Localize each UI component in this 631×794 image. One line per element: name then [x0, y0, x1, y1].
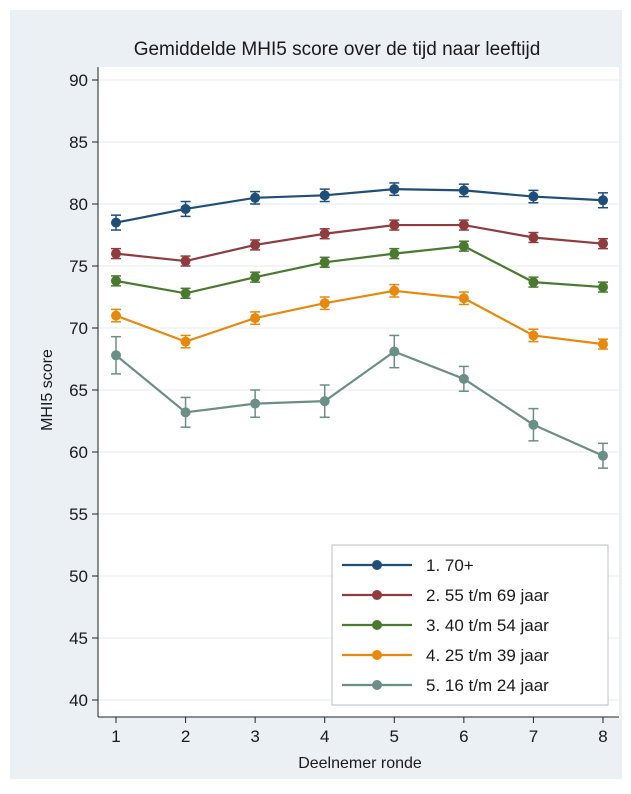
x-tick-label: 8: [598, 727, 607, 746]
legend-marker: [372, 650, 382, 660]
data-point: [458, 373, 469, 384]
series-3: [111, 240, 608, 299]
data-point: [111, 310, 121, 321]
y-tick-label: 80: [69, 195, 88, 214]
data-point: [180, 288, 191, 299]
data-point: [319, 298, 330, 309]
series-5: [111, 334, 608, 469]
x-tick-label: 2: [181, 727, 190, 746]
x-tick-label: 1: [111, 727, 120, 746]
data-point: [180, 203, 191, 214]
data-point: [250, 272, 261, 283]
legend-label: 2. 55 t/m 69 jaar: [426, 586, 549, 605]
data-point: [389, 220, 400, 231]
x-tick-label: 3: [250, 727, 259, 746]
y-tick-label: 85: [69, 133, 88, 152]
data-point: [111, 248, 121, 259]
legend-marker: [372, 590, 382, 600]
y-axis: 40 45 50 55 60 65 70 75 80 85 90: [69, 67, 99, 717]
x-tick-label: 6: [459, 727, 468, 746]
data-point: [458, 293, 469, 304]
series-group: [111, 182, 608, 469]
x-axis: 1 2 3 4 5 6 7 8: [98, 716, 619, 746]
data-point: [180, 407, 191, 418]
data-point: [319, 190, 330, 201]
series-line: [115, 188, 604, 224]
legend-label: 3. 40 t/m 54 jaar: [426, 616, 549, 635]
legend-label: 5. 16 t/m 24 jaar: [426, 676, 549, 695]
data-point: [598, 339, 608, 350]
x-tick-label: 5: [390, 727, 399, 746]
series-2: [111, 219, 608, 267]
data-point: [319, 396, 330, 407]
data-point: [458, 241, 469, 252]
data-point: [528, 232, 539, 243]
data-point: [598, 282, 608, 293]
legend-label: 1. 70+: [426, 556, 474, 575]
data-point: [111, 350, 121, 361]
y-tick-label: 70: [69, 319, 88, 338]
y-tick-label: 55: [69, 505, 88, 524]
data-point: [458, 185, 469, 196]
data-point: [528, 330, 539, 341]
data-point: [250, 313, 261, 324]
data-point: [250, 192, 261, 203]
x-tick-label: 7: [529, 727, 538, 746]
y-tick-label: 90: [69, 71, 88, 90]
y-tick-label: 75: [69, 257, 88, 276]
data-point: [598, 238, 608, 249]
y-tick-label: 45: [69, 629, 88, 648]
series-1: [111, 182, 608, 231]
series-line: [115, 289, 604, 346]
data-point: [180, 336, 191, 347]
data-point: [111, 275, 121, 286]
x-tick-label: 4: [320, 727, 329, 746]
data-point: [598, 450, 608, 461]
series-line: [115, 223, 604, 263]
data-point: [528, 191, 539, 202]
data-point: [389, 184, 400, 195]
legend-label: 4. 25 t/m 39 jaar: [426, 646, 549, 665]
data-point: [389, 248, 400, 259]
data-point: [319, 257, 330, 268]
y-tick-label: 65: [69, 381, 88, 400]
data-point: [319, 228, 330, 239]
y-tick-label: 40: [69, 691, 88, 710]
series-4: [111, 283, 608, 350]
y-axis-label: MHI5 score: [39, 349, 56, 431]
data-point: [598, 195, 608, 206]
data-point: [528, 419, 539, 430]
series-line: [115, 245, 604, 295]
chart-title: Gemiddelde MHI5 score over de tijd naar …: [134, 39, 541, 60]
data-point: [250, 398, 261, 409]
legend-marker: [372, 560, 382, 570]
data-point: [180, 256, 191, 267]
series-line: [115, 350, 604, 457]
legend-marker: [372, 680, 382, 690]
data-point: [250, 239, 261, 250]
data-point: [389, 285, 400, 296]
gridlines: [98, 79, 619, 701]
data-point: [528, 277, 539, 288]
data-point: [111, 217, 121, 228]
x-axis-label: Deelnemer ronde: [298, 755, 422, 772]
legend-marker: [372, 620, 382, 630]
legend: 1. 70+ 2. 55 t/m 69 jaar 3. 40 t/m 54 jaar…: [331, 544, 609, 706]
y-tick-label: 60: [69, 443, 88, 462]
data-point: [389, 346, 400, 357]
y-tick-label: 50: [69, 567, 88, 586]
data-point: [458, 220, 469, 231]
